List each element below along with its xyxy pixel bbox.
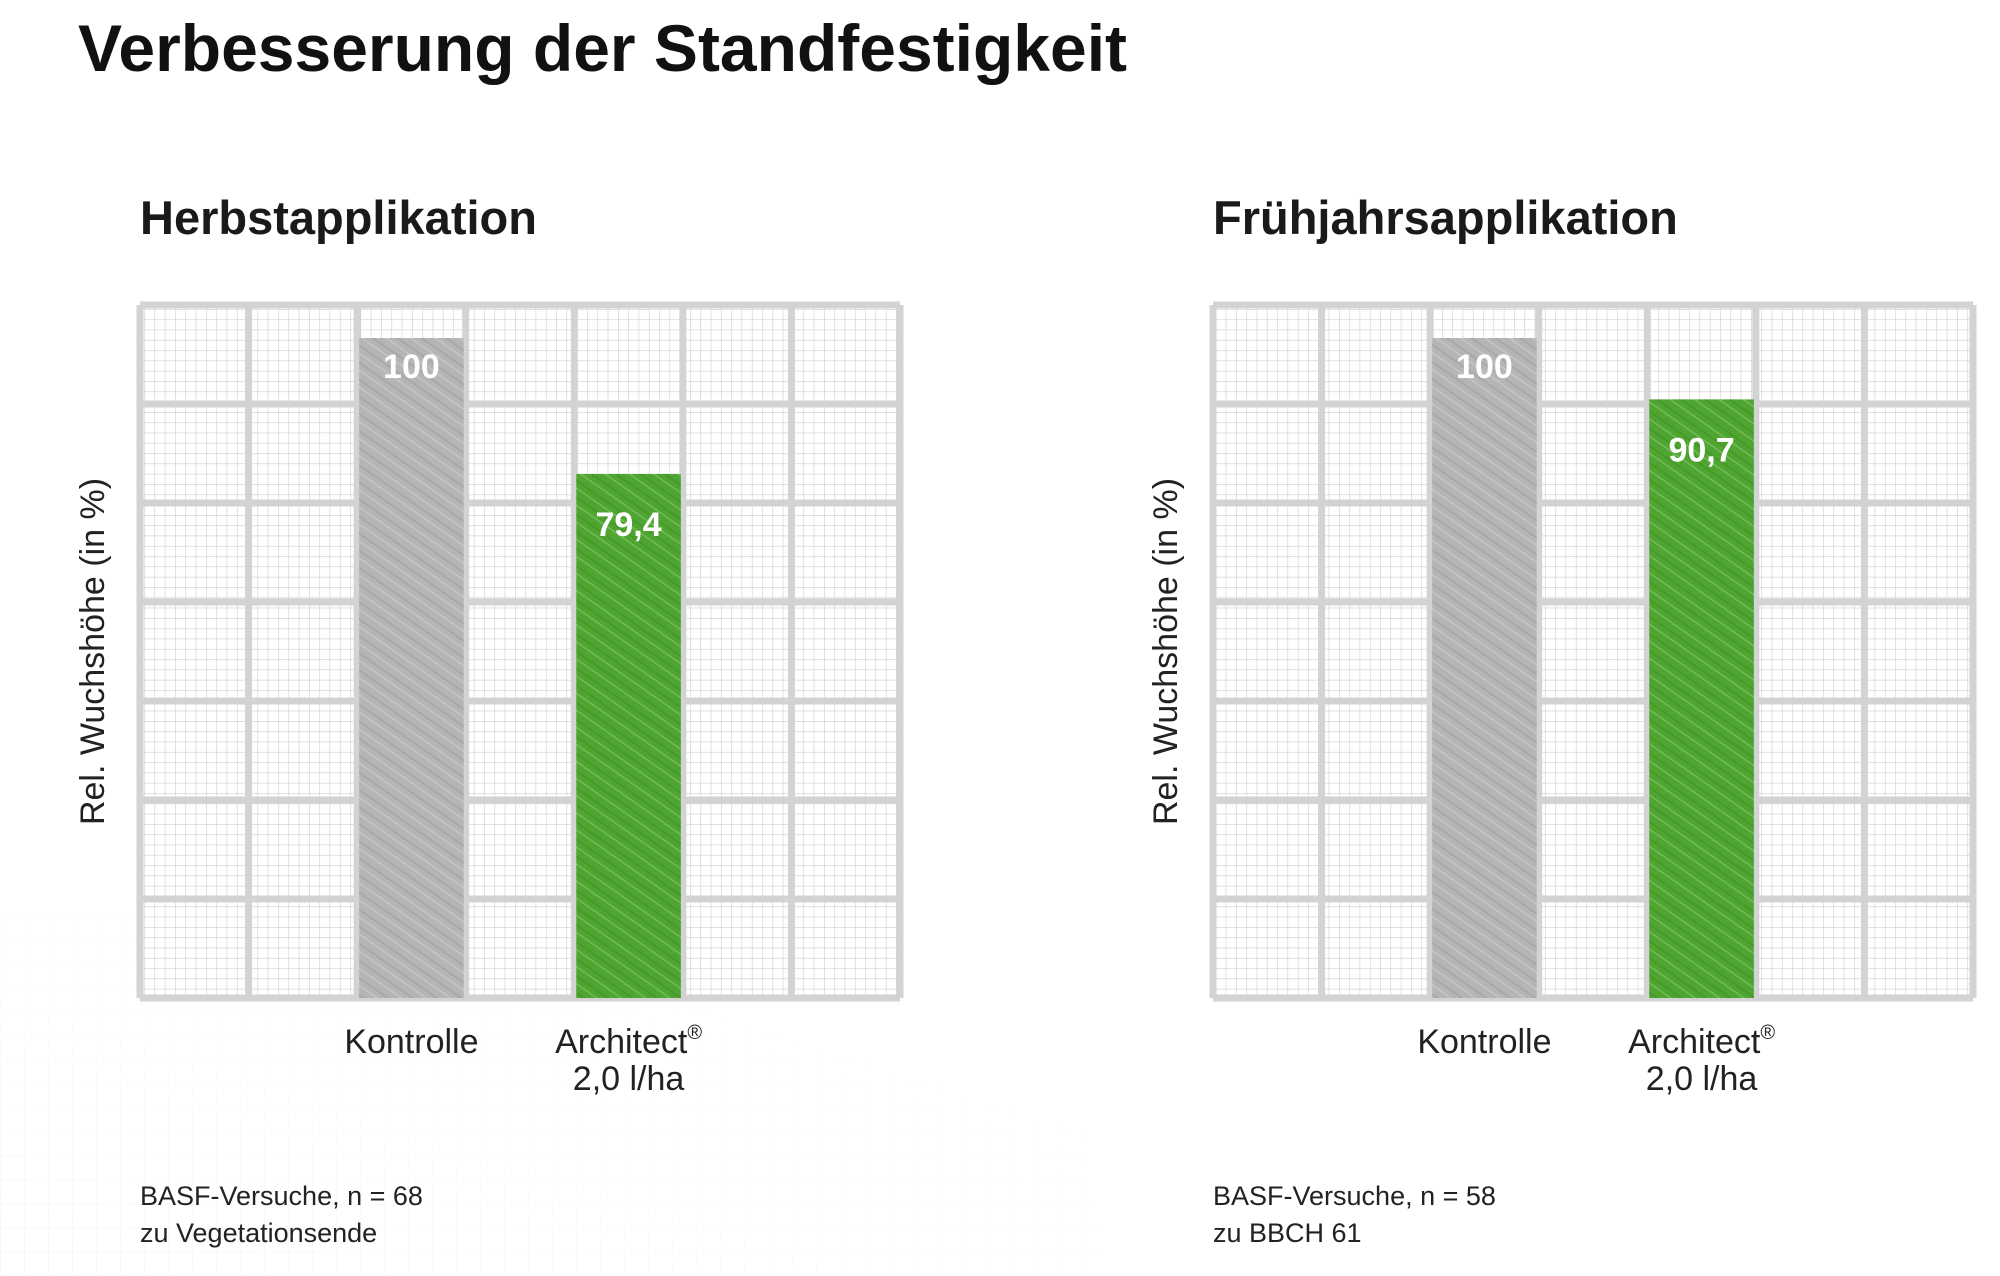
minor-grid [140, 305, 900, 998]
data-label: 100 [383, 348, 440, 386]
minor-grid [1213, 305, 1973, 998]
category-label: Architect® [1628, 1022, 1775, 1061]
chart-title: Frühjahrsapplikation [1213, 191, 1678, 244]
data-label: 100 [1456, 348, 1513, 386]
major-grid [1209, 301, 1977, 1002]
data-label: 79,4 [595, 506, 661, 544]
bar-texture [359, 338, 464, 998]
chart-panel-1: Herbstapplikation Rel. Wuchshöhe (in %) 10… [74, 191, 904, 1248]
footnote: zu BBCH 61 [1213, 1218, 1362, 1248]
footnote: BASF-Versuche, n = 58 [1213, 1181, 1496, 1211]
footnote: BASF-Versuche, n = 68 [140, 1181, 423, 1211]
chart-panel-2: Frühjahrsapplikation Rel. Wuchshöhe (in %… [1147, 191, 1977, 1248]
category-label: Kontrolle [1417, 1023, 1551, 1061]
registered-mark: ® [1760, 1022, 1775, 1044]
major-grid [136, 301, 904, 1002]
bar-texture [1649, 399, 1754, 998]
category-label: Architect® [555, 1022, 702, 1061]
category-label: Kontrolle [344, 1023, 478, 1061]
footnote: zu Vegetationsende [140, 1218, 377, 1248]
bar-texture [1432, 338, 1537, 998]
bar-texture [576, 473, 681, 999]
data-label: 90,7 [1668, 431, 1734, 469]
registered-mark: ® [687, 1022, 702, 1044]
category-label-line2: 2,0 l/ha [1646, 1060, 1758, 1098]
chart-title: Herbstapplikation [140, 191, 537, 244]
category-label-line2: 2,0 l/ha [573, 1060, 685, 1098]
y-axis-label: Rel. Wuchshöhe (in %) [1147, 478, 1185, 825]
y-axis-label: Rel. Wuchshöhe (in %) [74, 478, 112, 825]
page-title: Verbesserung der Standfestigkeit [78, 11, 1128, 85]
